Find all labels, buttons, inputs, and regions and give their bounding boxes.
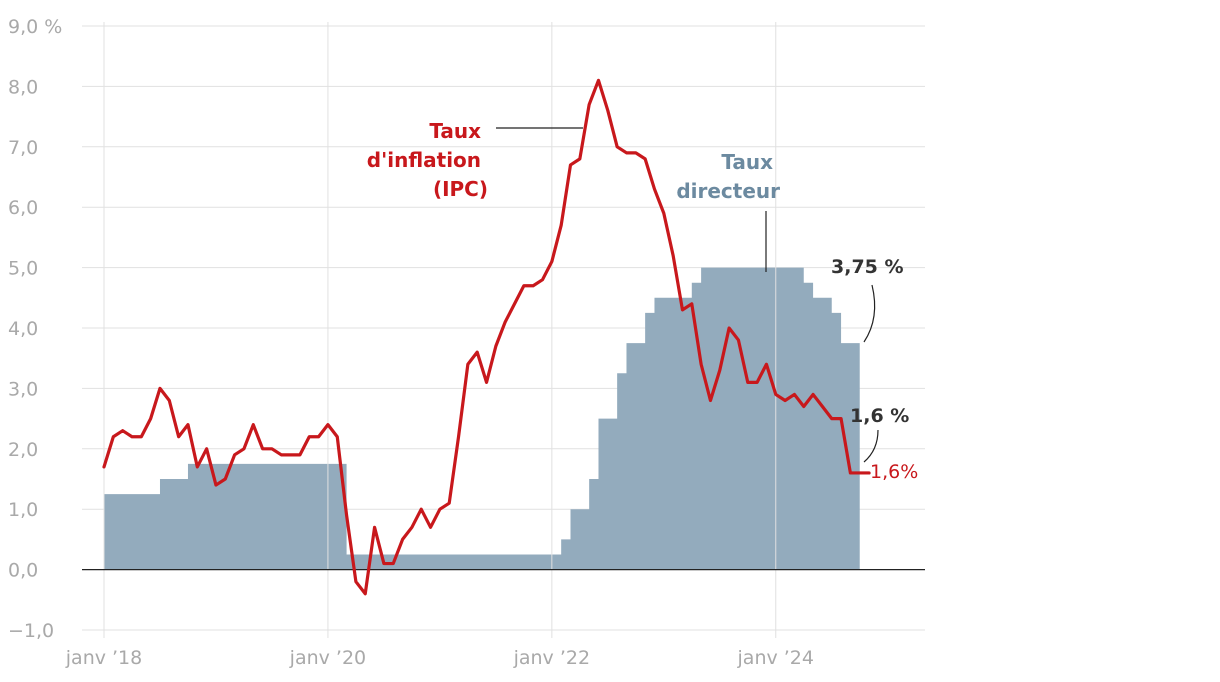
y-tick-label: 2,0 <box>8 439 38 461</box>
inflation-label-line-3: (IPC) <box>433 177 488 201</box>
policy-rate-last-leader <box>863 284 876 343</box>
y-tick-label: 7,0 <box>8 137 38 159</box>
policy-rate-label-line-2: directeur <box>676 179 780 203</box>
x-axis-ticks: janv ’18 janv ’20 janv ’22 janv ’24 <box>65 647 814 669</box>
y-axis-ticks: 9,0 % 8,0 7,0 6,0 5,0 4,0 3,0 2,0 1,0 0,0 −1,0 <box>8 16 62 642</box>
y-tick-label: 1,0 <box>8 499 38 521</box>
y-tick-label: 4,0 <box>8 318 38 340</box>
inflation-label-line-2: d'inflation <box>367 148 481 172</box>
inflation-label-line-1: Taux <box>429 119 481 143</box>
y-tick-label: −1,0 <box>8 620 54 642</box>
y-tick-label: 5,0 <box>8 258 38 280</box>
inflation-label: Taux d'inflation (IPC) <box>367 119 488 201</box>
policy-rate-area-path <box>104 267 860 570</box>
policy-rate-label: Taux directeur <box>676 150 780 203</box>
inflation-line-group <box>102 78 871 596</box>
policy-rate-last-value: 3,75 % <box>831 256 904 278</box>
inflation-last-value-dark: 1,6 % <box>850 405 909 427</box>
y-tick-label: 8,0 <box>8 76 38 98</box>
x-tick-label: janv ’20 <box>289 647 366 669</box>
policy-rate-area <box>104 267 860 570</box>
inflation-last-value-red: 1,6% <box>870 461 918 483</box>
x-tick-label: janv ’18 <box>65 647 142 669</box>
y-tick-label: 0,0 <box>8 560 38 582</box>
x-gridlines <box>103 22 777 638</box>
y-tick-label: 9,0 % <box>8 16 62 38</box>
inflation-last-leader <box>863 429 879 463</box>
y-tick-label: 3,0 <box>8 378 38 400</box>
inflation-line <box>102 78 871 596</box>
x-tick-label: janv ’24 <box>737 647 814 669</box>
x-tick-label: janv ’22 <box>513 647 590 669</box>
y-tick-label: 6,0 <box>8 197 38 219</box>
policy-rate-label-line-1: Taux <box>721 150 773 174</box>
